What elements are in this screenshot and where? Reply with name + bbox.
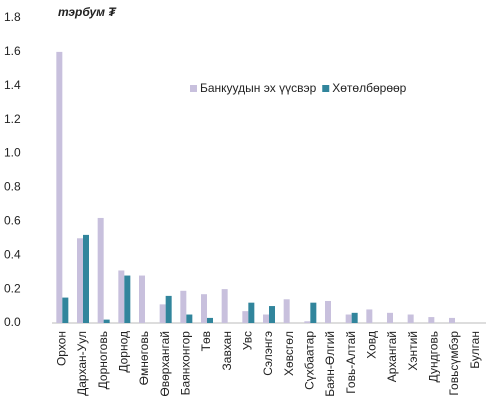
bar: [407, 314, 414, 323]
bar: [207, 317, 213, 323]
bar: [165, 295, 172, 323]
bar: [124, 275, 131, 323]
x-tick-label: Архангай: [385, 331, 399, 382]
x-tick-label: Увс: [241, 331, 255, 350]
bar: [201, 294, 207, 323]
y-tick-label: 0.8: [4, 180, 21, 194]
y-tick-label: 0.2: [4, 281, 21, 295]
x-tick-label: Завхан: [220, 331, 234, 370]
legend-swatch: [322, 85, 330, 92]
y-tick-label: 0.0: [4, 315, 21, 329]
bar: [139, 275, 145, 323]
y-tick-label: 1.2: [4, 112, 21, 126]
bar: [449, 317, 455, 323]
x-tick-label: Өмнөговь: [137, 331, 151, 385]
x-tick-label: Дорноговь: [96, 331, 110, 389]
bar: [159, 304, 166, 323]
x-tick-label: Дундговь: [427, 331, 441, 382]
legend-label: Хөтөлбөрөөр: [332, 81, 406, 95]
x-tick-label: Баянхонгор: [179, 331, 193, 396]
y-tick-label: 1.6: [4, 44, 21, 58]
bar: [263, 314, 269, 323]
bar: [77, 238, 83, 323]
x-tick-label: Дорнод: [117, 331, 131, 373]
x-tick-label: Сүхбаатар: [303, 331, 317, 390]
bar: [325, 300, 331, 323]
x-tick-label: Сэлэнгэ: [261, 331, 275, 376]
x-tick-label: Хэнтий: [406, 331, 420, 371]
bar: [97, 217, 104, 323]
x-tick-label: Өвөрхангай: [158, 331, 172, 397]
bar: [221, 289, 228, 323]
bar: [310, 302, 317, 323]
x-tick-label: Говьсүмбэр: [447, 331, 461, 396]
x-tick-label: Баян-Өлгий: [323, 331, 337, 397]
bar: [269, 306, 275, 323]
bar: [56, 51, 63, 324]
bar: [186, 314, 193, 323]
bar: [248, 302, 255, 323]
x-tick-label: Булган: [468, 331, 482, 369]
y-tick-label: 1.4: [4, 78, 21, 92]
bar: [62, 297, 69, 323]
bar: [428, 317, 435, 323]
bar: [242, 311, 249, 323]
y-tick-label: 1.8: [4, 10, 21, 24]
y-tick-label: 1.0: [4, 146, 21, 160]
bar: [366, 309, 373, 323]
x-tick-label: Говь-Алтай: [344, 331, 358, 394]
y-tick-label: 0.4: [4, 247, 21, 261]
bar: [83, 234, 89, 323]
bar: [304, 321, 311, 323]
bar: [103, 319, 110, 323]
bar: [351, 312, 358, 323]
x-tick-label: Хөвсгөл: [282, 331, 296, 376]
bar: [283, 299, 290, 323]
bar: [118, 270, 125, 323]
bar: [387, 312, 393, 323]
x-tick-label: Ховд: [365, 331, 379, 359]
bar: [345, 314, 352, 323]
legend-label: Банкуудын эх үүсвэр: [200, 81, 317, 95]
x-tick-label: Төв: [199, 331, 213, 351]
bar: [180, 290, 187, 323]
x-tick-label: Дархан-Уул: [75, 331, 89, 396]
x-tick-label: Орхон: [55, 331, 69, 366]
y-tick-label: 0.6: [4, 214, 21, 228]
legend-swatch: [190, 85, 197, 92]
chart-title: тэрбум ₮: [58, 5, 117, 19]
